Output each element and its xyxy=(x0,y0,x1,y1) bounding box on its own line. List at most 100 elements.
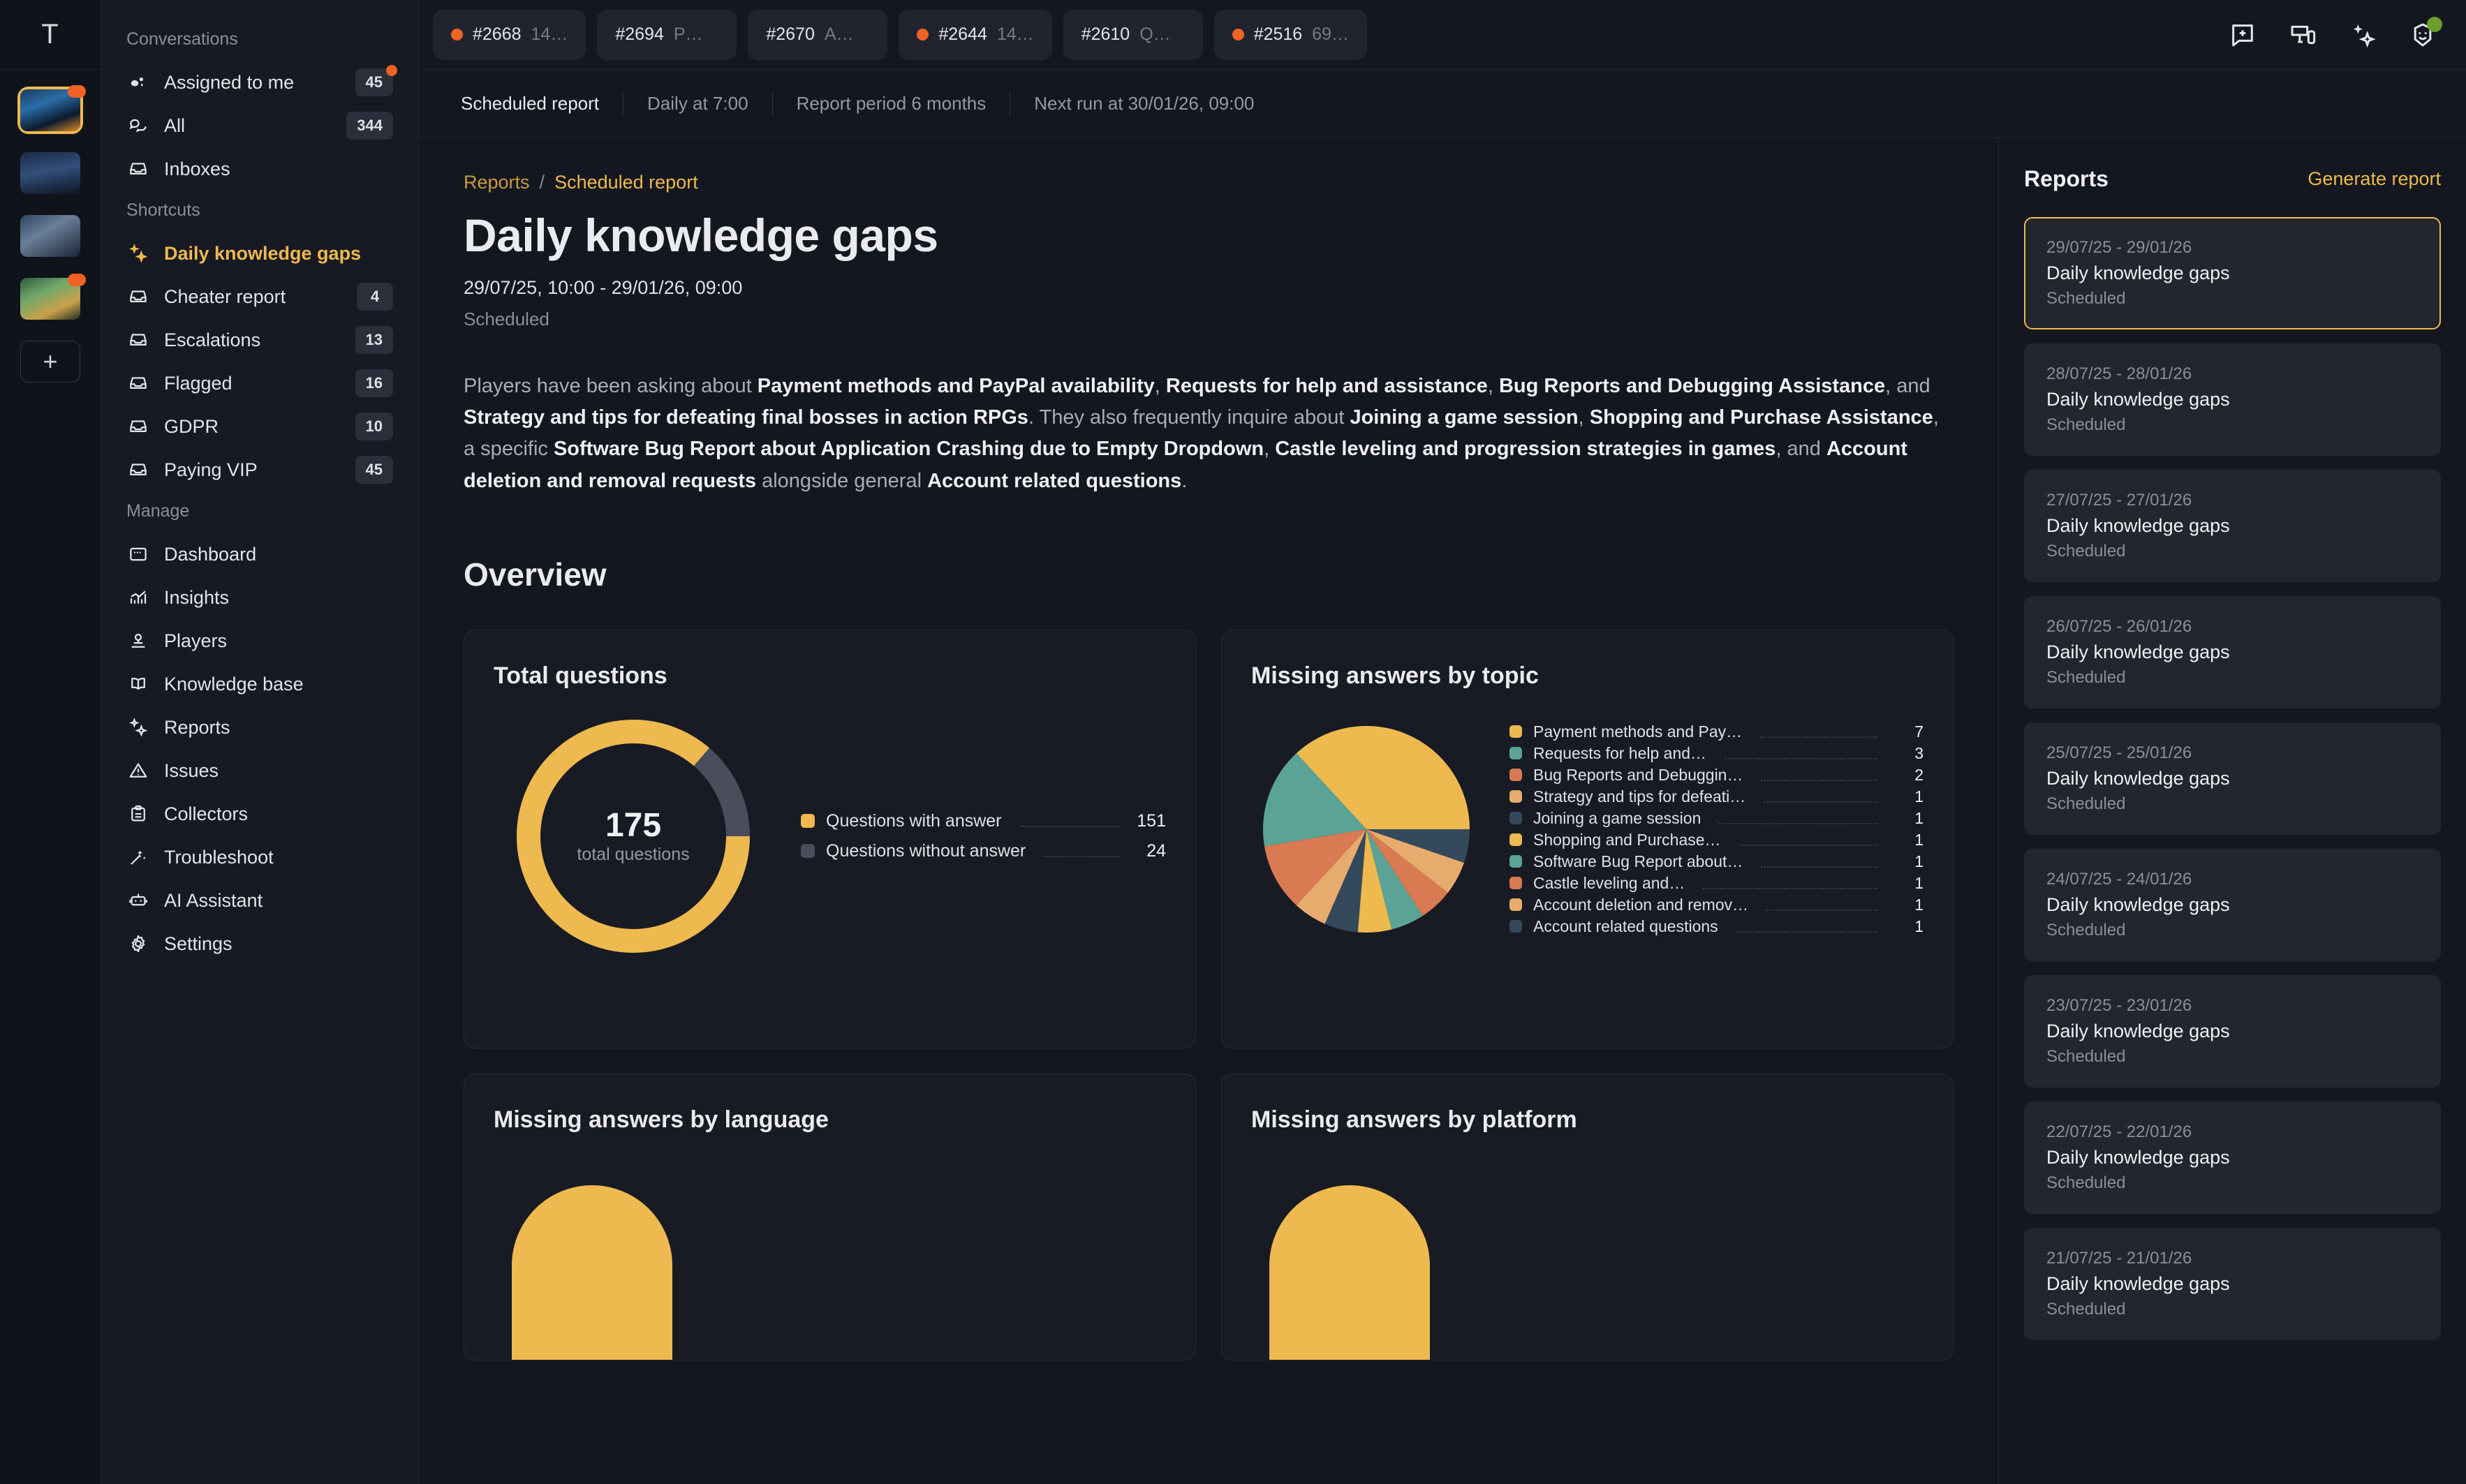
report-item-status: Scheduled xyxy=(2046,542,2126,561)
report-item-date: 24/07/25 - 24/01/26 xyxy=(2046,870,2192,889)
workspace-avatar[interactable] xyxy=(20,152,80,194)
sidebar-item-label: Troubleshoot xyxy=(164,846,274,868)
report-list-item[interactable]: 24/07/25 - 24/01/26 Daily knowledge gaps S… xyxy=(2024,849,2441,961)
add-workspace-button[interactable]: + xyxy=(20,341,80,383)
report-list-item[interactable]: 28/07/25 - 28/01/26 Daily knowledge gaps S… xyxy=(2024,343,2441,456)
report-item-name: Daily knowledge gaps xyxy=(2046,389,2230,410)
legend-value: 24 xyxy=(1146,840,1166,861)
report-meta-item: Scheduled report xyxy=(461,93,600,114)
card-title: Missing answers by language xyxy=(494,1106,829,1133)
unread-dot xyxy=(1232,29,1244,40)
sidebar-item-all[interactable]: All 344 xyxy=(114,104,406,147)
report-list-item[interactable]: 22/07/25 - 22/01/26 Daily knowledge gaps S… xyxy=(2024,1101,2441,1214)
workspace-avatar[interactable] xyxy=(20,215,80,257)
sidebar-item-label: Assigned to me xyxy=(164,71,295,93)
sparkles-icon xyxy=(126,242,150,265)
report-list-item[interactable]: 25/07/25 - 25/01/26 Daily knowledge gaps S… xyxy=(2024,722,2441,835)
legend-label: Strategy and tips for defeati… xyxy=(1533,787,1746,806)
workspace-avatar[interactable] xyxy=(20,274,86,320)
legend-row: Strategy and tips for defeati… 1 xyxy=(1509,787,1924,806)
sidebar-item-dashboard[interactable]: Dashboard xyxy=(114,533,406,576)
report-list-item[interactable]: 27/07/25 - 27/01/26 Daily knowledge gaps S… xyxy=(2024,470,2441,582)
legend-leader xyxy=(1719,812,1877,825)
sidebar-item-label: Players xyxy=(164,630,228,651)
sidebar-item-collectors[interactable]: Collectors xyxy=(114,792,406,836)
sidebar-item-assigned-to-me[interactable]: Assigned to me 45 xyxy=(114,61,406,104)
report-list-item[interactable]: 29/07/25 - 29/01/26 Daily knowledge gaps S… xyxy=(2024,217,2441,329)
legend-leader xyxy=(1738,833,1877,847)
sidebar-item-label: Knowledge base xyxy=(164,673,304,695)
warning-icon xyxy=(126,759,150,782)
reports-panel-title: Reports xyxy=(2024,166,2109,191)
breadcrumb-separator: / xyxy=(539,172,545,193)
workspace-avatar[interactable] xyxy=(17,85,86,134)
sidebar-item-label: All xyxy=(164,114,186,136)
primary-sidebar: Conversations Assigned to me 45 All 344 Inbox… xyxy=(101,0,419,1484)
legend-label: Software Bug Report about… xyxy=(1533,852,1743,870)
sparkles-icon[interactable] xyxy=(2347,20,2378,50)
report-item-date: 22/07/25 - 22/01/26 xyxy=(2046,1122,2192,1141)
report-item-name: Daily knowledge gaps xyxy=(2046,894,2230,915)
conversation-tab[interactable]: #2694 P… xyxy=(597,9,737,60)
workspace-rail: T + xyxy=(0,0,101,1484)
tab-id: #2644 xyxy=(938,24,987,44)
report-meta-item: Next run at 30/01/26, 09:00 xyxy=(1034,93,1255,114)
legend-value: 3 xyxy=(1914,743,1924,762)
sidebar-section-title: Conversations xyxy=(126,29,238,49)
breadcrumb-root[interactable]: Reports xyxy=(464,172,530,193)
sidebar-item-knowledge-base[interactable]: Knowledge base xyxy=(114,662,406,706)
card-title: Total questions xyxy=(494,662,667,689)
new-conversation-icon[interactable] xyxy=(2227,20,2258,50)
sidebar-item-insights[interactable]: Insights xyxy=(114,576,406,619)
sidebar-item-troubleshoot[interactable]: Troubleshoot xyxy=(114,836,406,879)
gear-icon xyxy=(126,932,150,956)
sidebar-item-paying-vip[interactable]: Paying VIP 45 xyxy=(114,448,406,491)
sidebar-item-inboxes[interactable]: Inboxes xyxy=(114,147,406,191)
devices-icon[interactable] xyxy=(2287,20,2318,50)
legend-row: Questions without answer 24 xyxy=(801,841,1166,861)
legend-swatch xyxy=(1509,725,1522,739)
legend-label: Joining a game session xyxy=(1533,808,1701,827)
report-item-status: Scheduled xyxy=(2046,668,2126,687)
legend-swatch xyxy=(1509,747,1522,760)
unread-dot xyxy=(917,29,929,40)
pie-legend: Payment methods and Pay… 7 Requests for he… xyxy=(1509,722,1924,936)
legend-leader xyxy=(1760,725,1877,739)
conversation-tab[interactable]: #2670 A… xyxy=(748,9,888,60)
pie-chart xyxy=(1251,718,1482,941)
app-logo: T xyxy=(0,0,101,70)
sidebar-item-escalations[interactable]: Escalations 13 xyxy=(114,318,406,362)
insights-icon xyxy=(126,586,150,609)
conversation-tab[interactable]: #2644 14… xyxy=(899,9,1052,60)
notification-dot xyxy=(386,65,397,76)
generate-report-button[interactable]: Generate report xyxy=(2308,168,2441,189)
conversations-icon xyxy=(126,114,150,138)
sidebar-item-cheater-report[interactable]: Cheater report 4 xyxy=(114,275,406,318)
sidebar-item-settings[interactable]: Settings xyxy=(114,922,406,965)
sidebar-item-label: Collectors xyxy=(164,803,249,824)
sidebar-item-daily-knowledge-gaps[interactable]: Daily knowledge gaps xyxy=(114,232,406,275)
report-list-item[interactable]: 26/07/25 - 26/01/26 Daily knowledge gaps S… xyxy=(2024,596,2441,708)
legend-value: 151 xyxy=(1137,810,1166,831)
legend-swatch xyxy=(1509,790,1522,803)
report-list-item[interactable]: 23/07/25 - 23/01/26 Daily knowledge gaps S… xyxy=(2024,975,2441,1088)
sidebar-item-players[interactable]: Players xyxy=(114,619,406,662)
sidebar-item-ai-assistant[interactable]: AI Assistant xyxy=(114,879,406,922)
report-item-date: 28/07/25 - 28/01/26 xyxy=(2046,364,2192,383)
legend-swatch xyxy=(1509,920,1522,933)
sidebar-item-flagged[interactable]: Flagged 16 xyxy=(114,362,406,405)
conversation-tab[interactable]: #2668 14… xyxy=(433,9,586,60)
conversation-tab[interactable]: #2516 69… xyxy=(1213,9,1368,60)
avatar-smiley-icon[interactable] xyxy=(2407,16,2442,50)
sidebar-item-gdpr[interactable]: GDPR 10 xyxy=(114,405,406,448)
conversation-tab[interactable]: #2610 Q… xyxy=(1063,9,1203,60)
report-list-item[interactable]: 21/07/25 - 21/01/26 Daily knowledge gaps S… xyxy=(2024,1228,2441,1340)
tab-subject: P… xyxy=(673,24,703,44)
legend-value: 1 xyxy=(1914,873,1924,892)
sidebar-item-issues[interactable]: Issues xyxy=(114,749,406,792)
sidebar-item-reports[interactable]: Reports xyxy=(114,706,406,749)
legend-swatch xyxy=(1509,833,1522,847)
tab-id: #2668 xyxy=(473,24,522,44)
legend-label: Questions with answer xyxy=(826,810,1002,831)
unread-dot xyxy=(68,274,86,286)
